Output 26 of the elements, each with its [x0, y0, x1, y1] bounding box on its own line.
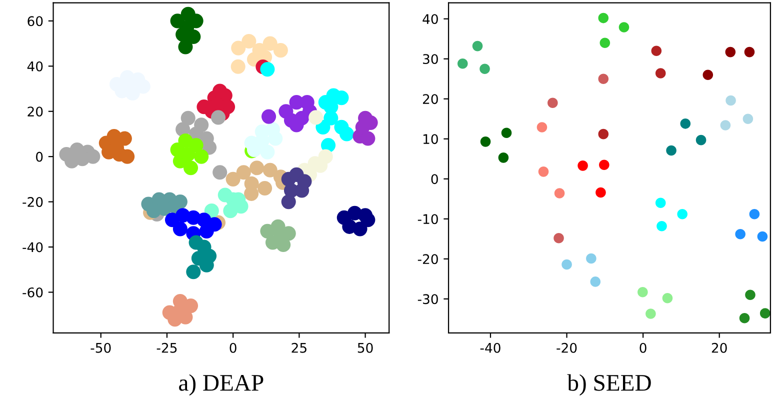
x-tick-label: -20: [556, 342, 577, 353]
y-tick-label: -30: [418, 294, 438, 304]
x-tick-label: 50: [358, 342, 373, 353]
x-tick-label: 0: [640, 342, 646, 353]
text: a) DEAP: [179, 374, 264, 396]
x-tick-label: -40: [480, 342, 500, 353]
y-tick-label: 30: [423, 54, 438, 64]
y-tick-label: -40: [22, 242, 43, 252]
y-tick-label: 0: [36, 152, 43, 162]
y-tick-label: -10: [418, 214, 438, 224]
y-tick-label: 10: [423, 134, 438, 144]
y-tick-label: 0: [431, 174, 438, 184]
y-tick-label: 40: [27, 61, 43, 72]
x-tick-label: 25: [292, 342, 306, 353]
y-tick-label: -20: [418, 254, 438, 264]
y-tick-label: -60: [22, 287, 43, 298]
text: b) SEED: [567, 374, 651, 396]
x-tick-label: 20: [712, 342, 727, 353]
y-tick-label: 40: [422, 14, 438, 24]
x-tick-label: -50: [90, 342, 111, 353]
y-tick-label: 20: [422, 94, 438, 104]
y-tick-label: 20: [28, 106, 43, 117]
y-tick-label: -20: [22, 197, 43, 207]
x-tick-label: 0: [230, 342, 236, 353]
x-tick-label: -25: [156, 342, 177, 353]
y-tick-label: 60: [28, 16, 43, 26]
